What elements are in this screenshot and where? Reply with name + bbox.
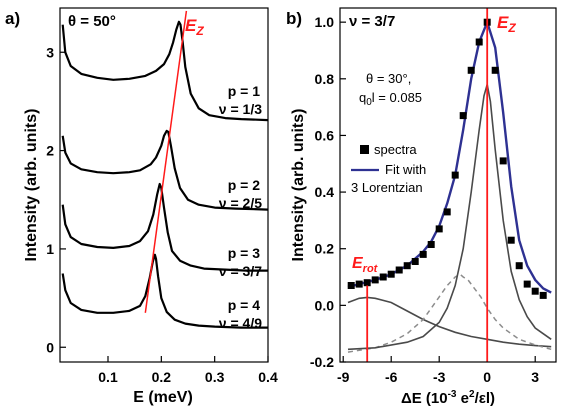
spectrum-curve-p4 bbox=[61, 253, 268, 329]
spectra-point bbox=[411, 258, 419, 265]
series-p3-nu: ν = 3/7 bbox=[219, 263, 262, 279]
panel-b-params-angle: θ = 30°, bbox=[366, 71, 411, 86]
panel-b-y-tick-label: 0.2 bbox=[315, 241, 335, 257]
panel-b-y-tick-label: -0.2 bbox=[310, 354, 334, 370]
spectra-point bbox=[467, 66, 475, 74]
panel-b-params-q0l: q0l = 0.085 bbox=[359, 90, 422, 108]
series-p2-nu: ν = 2/5 bbox=[219, 195, 262, 211]
panel-b-erot-label: Erot bbox=[352, 255, 379, 275]
legend-spectra-label: spectra bbox=[374, 142, 417, 157]
spectrum-curve-p3 bbox=[61, 182, 268, 272]
panel-a-curves bbox=[61, 20, 269, 329]
panel-b-x-ticks: -9 -6 -3 0 3 bbox=[337, 356, 539, 385]
spectra-point bbox=[395, 266, 403, 274]
panel-b-x-axis-label: ΔE (10-3 e2/εl) bbox=[401, 389, 495, 407]
series-p2-p: p = 2 bbox=[228, 177, 261, 193]
spectra-point bbox=[491, 66, 499, 74]
panel-b: b) -0.2 0.0 0.2 0.4 0.6 0.8 1.0 -9 -6 -3 0 3 ν = 3… bbox=[286, 7, 557, 407]
panel-a-x-tick-label: 0.3 bbox=[205, 369, 225, 385]
spectra-point bbox=[451, 171, 459, 179]
panel-a-y-ticks: 0 1 2 3 bbox=[46, 44, 66, 355]
spectra-point bbox=[355, 280, 363, 288]
panel-b-x-tick-label: -3 bbox=[433, 369, 446, 385]
panel-b-spectra-points bbox=[347, 18, 547, 299]
panel-a-y-tick-label: 0 bbox=[46, 339, 54, 355]
spectra-point bbox=[427, 241, 435, 248]
panel-a-angle: θ = 50° bbox=[68, 13, 116, 30]
panel-a-y-tick-label: 2 bbox=[46, 143, 54, 159]
panel-b-y-tick-label: 0.4 bbox=[315, 184, 335, 200]
panel-a-x-tick-label: 0.1 bbox=[98, 369, 118, 385]
panel-b-x-tick-label: -6 bbox=[385, 369, 398, 385]
spectra-point bbox=[539, 291, 547, 299]
spectra-point bbox=[531, 287, 539, 295]
panel-a-y-tick-label: 3 bbox=[46, 44, 54, 60]
spectra-point bbox=[435, 225, 443, 233]
panel-b-x-tick-label: 0 bbox=[483, 369, 491, 385]
lorentzian-rot-curve bbox=[347, 296, 552, 348]
legend-spectra-marker bbox=[360, 145, 369, 154]
spectra-point bbox=[443, 208, 451, 216]
spectra-point bbox=[515, 262, 523, 270]
spectra-point bbox=[459, 112, 467, 120]
legend-fit-label-1: Fit with bbox=[385, 162, 426, 177]
panel-b-label: b) bbox=[286, 9, 302, 28]
spectra-point bbox=[523, 280, 531, 288]
panel-a-x-tick-label: 0.2 bbox=[152, 369, 172, 385]
panel-b-ez-label: EZ bbox=[497, 13, 516, 35]
spectra-point bbox=[347, 282, 355, 289]
panel-a-x-axis-label: E (meV) bbox=[133, 389, 193, 406]
panel-b-y-tick-label: 0.8 bbox=[315, 71, 335, 87]
panel-a-y-axis-label: Intensity (arb. units) bbox=[23, 109, 40, 262]
spectra-point bbox=[419, 250, 427, 258]
panel-b-y-tick-label: 0.0 bbox=[315, 297, 335, 313]
series-p4-p: p = 4 bbox=[228, 297, 261, 313]
lorentzian-mid-curve bbox=[347, 273, 552, 353]
spectra-point bbox=[371, 276, 379, 284]
legend-fit-label-2: 3 Lorentzian bbox=[351, 180, 423, 195]
panel-b-y-axis-label: Intensity (arb. units) bbox=[290, 109, 307, 262]
panel-a-x-ticks: 0.1 0.2 0.3 0.4 bbox=[98, 356, 278, 385]
spectra-point bbox=[499, 157, 507, 165]
spectra-point bbox=[363, 279, 371, 287]
series-p1-nu: ν = 1/3 bbox=[219, 101, 262, 117]
series-p4-nu: ν = 4/9 bbox=[219, 315, 262, 331]
panel-b-y-tick-label: 0.6 bbox=[315, 127, 335, 143]
panel-b-y-tick-label: 1.0 bbox=[315, 14, 335, 30]
series-p1-p: p = 1 bbox=[228, 83, 261, 99]
panel-b-x-tick-label: 3 bbox=[531, 369, 539, 385]
panel-b-x-tick-label: -9 bbox=[337, 369, 350, 385]
panel-a: a) θ = 50° 0 1 2 3 0.1 0.2 0.3 0.4 EZ p = 1 ν … bbox=[5, 7, 278, 406]
panel-a-ez-label: EZ bbox=[185, 16, 204, 38]
panel-a-frame bbox=[59, 7, 269, 363]
lorentzian-main-curve bbox=[347, 84, 552, 351]
panel-a-ez-line bbox=[144, 10, 188, 313]
spectra-point bbox=[379, 273, 387, 281]
spectra-point bbox=[475, 38, 483, 46]
panel-b-y-ticks: -0.2 0.0 0.2 0.4 0.6 0.8 1.0 bbox=[310, 14, 346, 370]
spectra-point bbox=[403, 262, 411, 270]
fit-curve bbox=[347, 21, 552, 294]
spectrum-curve-p1 bbox=[61, 20, 269, 122]
panel-b-frame bbox=[339, 7, 557, 363]
series-p3-p: p = 3 bbox=[228, 245, 261, 261]
panel-a-label: a) bbox=[5, 9, 20, 28]
spectra-point bbox=[387, 270, 395, 278]
panel-b-filling: ν = 3/7 bbox=[349, 13, 395, 30]
spectra-point bbox=[507, 236, 515, 244]
panel-a-x-tick-label: 0.4 bbox=[258, 369, 278, 385]
panel-a-y-tick-label: 1 bbox=[46, 241, 54, 257]
spectrum-curve-p2 bbox=[61, 129, 269, 211]
